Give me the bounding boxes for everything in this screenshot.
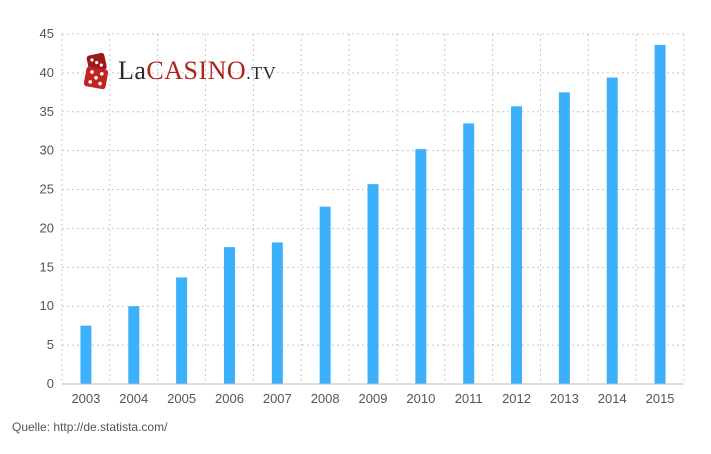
bar-2015 [654, 44, 666, 385]
y-tick-label: 30 [40, 143, 54, 158]
bar-2007 [271, 242, 283, 384]
logo-main: CASINO [146, 56, 247, 85]
bar-2009 [367, 184, 379, 384]
x-tick-label: 2012 [502, 391, 531, 406]
bar-2011 [463, 123, 475, 384]
bar-2005 [176, 277, 188, 384]
x-tick-label: 2010 [406, 391, 435, 406]
logo: LaCASINO.TV [80, 52, 276, 90]
x-tick-label: 2009 [359, 391, 388, 406]
x-tick-label: 2005 [167, 391, 196, 406]
x-tick-label: 2007 [263, 391, 292, 406]
bar-2014 [606, 77, 618, 385]
bar-2008 [319, 206, 331, 384]
logo-prefix: La [118, 56, 147, 85]
y-tick-label: 45 [40, 26, 54, 41]
x-tick-label: 2011 [455, 391, 483, 406]
x-axis-labels: 2003 2004 2005 2006 2007 2008 2009 2010 2011 2012… [71, 391, 674, 406]
bar-2004 [128, 306, 140, 384]
y-tick-label: 25 [40, 182, 54, 197]
y-tick-label: 0 [47, 376, 54, 391]
source-note: Quelle: http://de.statista.com/ [12, 420, 168, 434]
x-tick-label: 2008 [311, 391, 340, 406]
dice-icon [83, 52, 109, 90]
bar-2006 [223, 247, 235, 384]
x-tick-label: 2015 [646, 391, 675, 406]
y-tick-label: 20 [40, 220, 54, 235]
logo-suffix: .TV [246, 63, 277, 83]
x-tick-label: 2013 [550, 391, 579, 406]
x-tick-label: 2006 [215, 391, 244, 406]
x-tick-label: 2014 [598, 391, 627, 406]
y-tick-label: 40 [40, 65, 54, 80]
x-tick-label: 2003 [71, 391, 100, 406]
y-tick-label: 5 [47, 337, 54, 352]
logo-text: LaCASINO.TV [118, 56, 276, 86]
x-tick-label: 2004 [119, 391, 148, 406]
bars [80, 44, 666, 385]
bar-2013 [558, 92, 570, 384]
bar-2003 [80, 325, 92, 384]
y-axis-labels: 0 5 10 15 20 25 30 35 40 45 [40, 26, 54, 391]
y-tick-label: 10 [40, 298, 54, 313]
y-tick-label: 35 [40, 104, 54, 119]
y-tick-label: 15 [40, 259, 54, 274]
bar-2012 [511, 106, 523, 384]
bar-2010 [415, 149, 427, 384]
